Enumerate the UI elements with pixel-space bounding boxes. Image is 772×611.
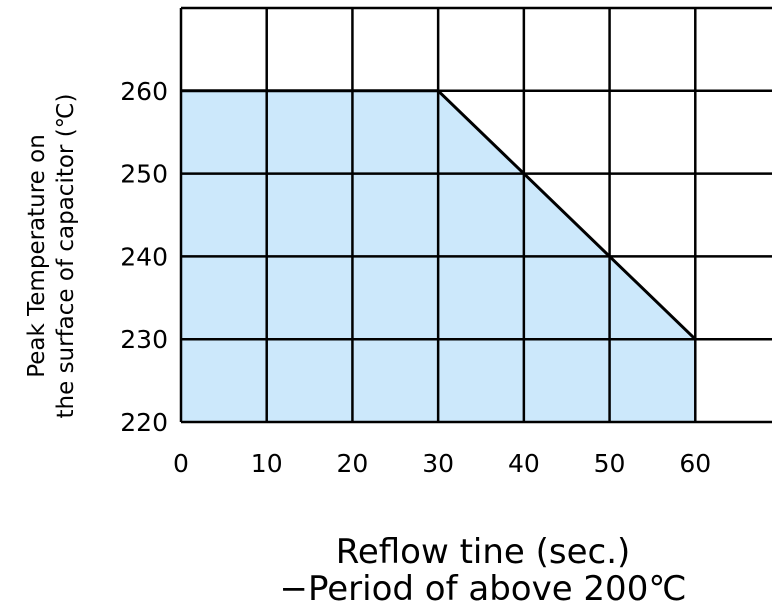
y-axis-label-line-1: Peak Temperature on [24,134,50,378]
series-line-segment [437,89,525,175]
x-tick-label: 20 [337,449,369,478]
y-tick-label: 250 [120,160,168,189]
series-line-segment [608,255,697,341]
x-tick-label: 30 [422,449,454,478]
x-axis-label-line-1: Reflow tine (sec.) [336,532,631,572]
x-tick-label: 10 [251,449,283,478]
y-tick-label: 260 [120,77,168,106]
y-tick-label: 230 [120,325,168,354]
x-tick-label: 60 [679,449,711,478]
y-axis-label-line-2: the surface of capacitor (℃) [53,94,79,419]
x-tick-label: 40 [508,449,540,478]
x-tick-label: 50 [594,449,626,478]
x-axis-label-line-2: −Period of above 200℃ [279,569,686,609]
y-tick-label: 240 [120,242,168,271]
x-tick-label: 0 [173,449,189,478]
plot-area: 0 10 20 30 40 50 60 220 230 240 250 260 [120,6,772,478]
series-line-segment [522,172,611,258]
y-tick-label: 220 [120,408,168,437]
